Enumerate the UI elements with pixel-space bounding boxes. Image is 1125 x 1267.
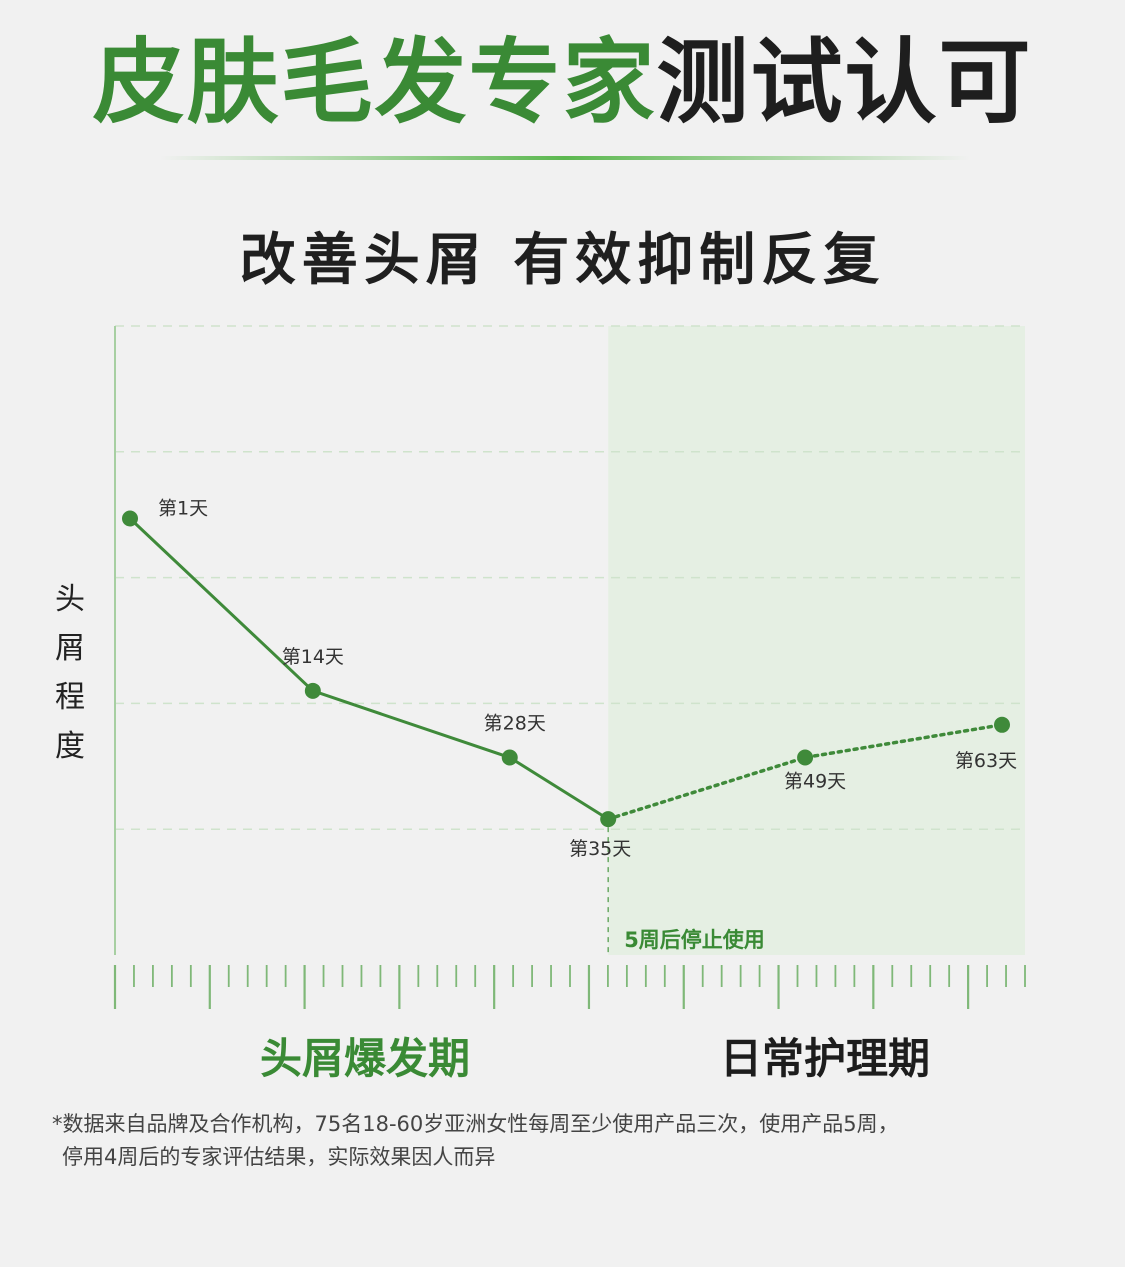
- data-point: [600, 811, 617, 828]
- y-axis-label-char: 屑: [55, 631, 85, 666]
- footnote-line: *数据来自品牌及合作机构，75名18-60岁亚洲女性每周至少使用产品三次，使用产…: [52, 1112, 899, 1136]
- y-axis-label-char: 头: [55, 582, 85, 617]
- title-dark: 测试认可: [656, 29, 1033, 136]
- footnote-line: 停用4周后的专家评估结果，实际效果因人而异: [62, 1145, 496, 1169]
- y-axis-label-char: 度: [55, 729, 85, 764]
- data-point: [304, 682, 321, 699]
- y-axis-label-char: 程: [55, 680, 85, 715]
- footnote: *数据来自品牌及合作机构，75名18-60岁亚洲女性每周至少使用产品三次，使用产…: [52, 1108, 899, 1174]
- title-green: 皮肤毛发专家: [92, 29, 657, 136]
- phase-label-outbreak: 头屑爆发期: [260, 1034, 471, 1083]
- data-point: [797, 749, 814, 766]
- page-title: 皮肤毛发专家测试认可: [0, 28, 1125, 138]
- data-point: [994, 716, 1010, 733]
- series-line-during-use: [128, 517, 609, 821]
- data-label: 第63天: [955, 750, 1017, 772]
- after-stop-shade: [608, 326, 1025, 955]
- data-label: 第35天: [569, 838, 631, 860]
- data-label: 第49天: [784, 770, 846, 792]
- stop-annotation: 5周后停止使用: [624, 928, 765, 952]
- phase-label-daily-care: 日常护理期: [720, 1034, 931, 1083]
- data-label: 第14天: [282, 646, 344, 668]
- data-label: 第1天: [158, 497, 208, 519]
- data-point: [501, 749, 518, 766]
- data-label: 第28天: [484, 712, 546, 734]
- data-point: [122, 510, 138, 527]
- title-divider: [160, 156, 970, 160]
- y-axis-label: 头屑程度: [48, 575, 92, 771]
- chart-subtitle: 改善头屑 有效抑制反复: [239, 228, 886, 293]
